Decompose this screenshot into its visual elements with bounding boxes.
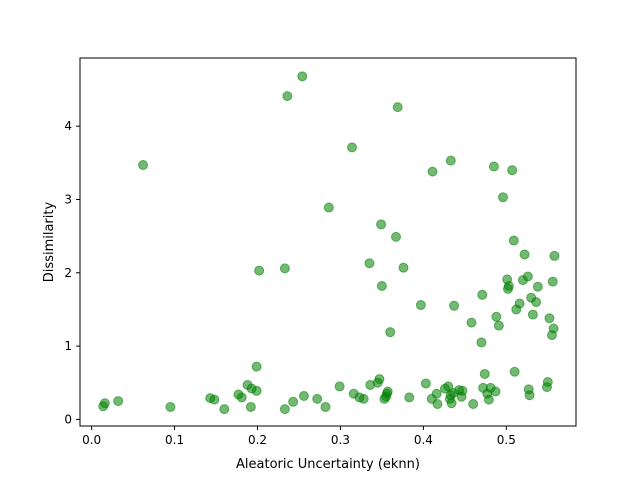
data-point <box>404 392 415 403</box>
data-point <box>509 366 520 377</box>
data-point <box>99 398 110 409</box>
data-point <box>376 280 387 291</box>
data-point <box>288 396 299 407</box>
x-tick-label: 0.5 <box>497 433 516 447</box>
data-point <box>493 320 504 331</box>
data-point <box>420 378 431 389</box>
data-point <box>446 398 457 409</box>
y-axis-label: Dissimilarity <box>42 202 57 283</box>
data-point <box>431 388 442 399</box>
data-point <box>279 263 290 274</box>
data-point <box>312 393 323 404</box>
data-point <box>542 377 553 388</box>
data-point <box>297 71 308 82</box>
data-point <box>491 311 502 322</box>
data-point <box>382 386 393 397</box>
y-tick-label: 1 <box>64 339 72 353</box>
y-axis-ticks: 0 1 2 3 4 <box>64 119 80 426</box>
data-point <box>415 300 426 311</box>
data-point <box>547 276 558 287</box>
data-point <box>279 404 290 415</box>
data-point <box>524 390 535 401</box>
data-point <box>209 394 220 405</box>
data-point <box>477 289 488 300</box>
data-point <box>374 374 385 385</box>
data-point <box>347 142 358 153</box>
data-point <box>219 404 230 415</box>
data-point <box>531 297 542 308</box>
scatter-points <box>98 71 560 415</box>
data-point <box>527 309 538 320</box>
data-point <box>514 298 525 309</box>
x-axis-ticks: 0.0 0.1 0.2 0.3 0.4 0.5 <box>82 426 516 447</box>
data-point <box>488 161 499 172</box>
plot-frame <box>79 57 577 427</box>
data-point <box>358 393 369 404</box>
data-point <box>532 281 543 292</box>
data-point <box>519 249 530 260</box>
data-point <box>427 166 438 177</box>
data-point <box>483 394 494 405</box>
data-point <box>522 271 533 282</box>
data-point <box>544 313 555 324</box>
data-point <box>334 381 345 392</box>
x-tick-label: 0.2 <box>248 433 267 447</box>
x-tick-label: 0.4 <box>414 433 433 447</box>
data-point <box>548 323 559 334</box>
data-point <box>549 250 560 261</box>
data-point <box>323 202 334 213</box>
data-point <box>138 160 149 171</box>
data-point <box>254 265 265 276</box>
data-point <box>298 390 309 401</box>
data-point <box>364 258 375 269</box>
data-point <box>113 396 124 407</box>
data-point <box>251 361 262 372</box>
data-point <box>457 385 468 396</box>
data-point <box>236 392 247 403</box>
data-point <box>432 399 443 410</box>
data-point <box>251 385 262 396</box>
data-point <box>468 399 479 410</box>
y-tick-label: 0 <box>64 412 72 426</box>
data-point <box>466 317 477 328</box>
data-point <box>476 337 487 348</box>
data-point <box>392 102 403 113</box>
data-point <box>490 386 501 397</box>
data-point <box>479 368 490 379</box>
y-tick-label: 3 <box>64 192 72 206</box>
y-tick-label: 4 <box>64 119 72 133</box>
data-point <box>507 165 518 176</box>
data-point <box>165 401 176 412</box>
x-tick-label: 0.0 <box>82 433 101 447</box>
data-point <box>398 262 409 273</box>
data-point <box>282 91 293 102</box>
data-point <box>385 327 396 338</box>
data-point <box>391 231 402 242</box>
y-tick-label: 2 <box>64 266 72 280</box>
x-tick-label: 0.3 <box>331 433 350 447</box>
data-point <box>498 192 509 203</box>
data-point <box>320 401 331 412</box>
x-tick-label: 0.1 <box>165 433 184 447</box>
data-point <box>449 300 460 311</box>
data-point <box>445 155 456 166</box>
data-point <box>376 219 387 230</box>
x-axis-label: Aleatoric Uncertainty (eknn) <box>236 457 420 472</box>
data-point <box>508 235 519 246</box>
data-point <box>503 280 514 291</box>
data-point <box>245 401 256 412</box>
